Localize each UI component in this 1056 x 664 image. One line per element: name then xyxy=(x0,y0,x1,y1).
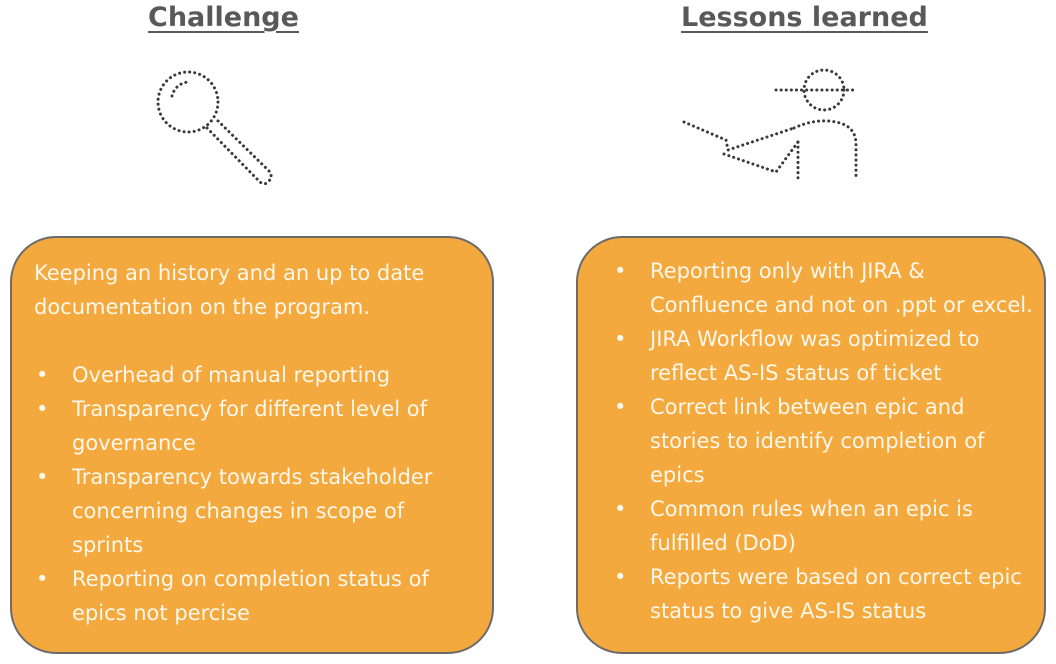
bullet-icon: • xyxy=(614,565,627,589)
challenge-panel: Keeping an history and an up to date doc… xyxy=(10,236,494,654)
challenge-heading: Challenge xyxy=(148,2,299,33)
list-item-text: Reports were based on correct epic statu… xyxy=(650,565,1022,623)
bullet-icon: • xyxy=(614,395,627,419)
list-item-text: Common rules when an epic is fulfilled (… xyxy=(650,497,973,555)
bullet-icon: • xyxy=(36,363,49,387)
challenge-intro: Keeping an history and an up to date doc… xyxy=(34,261,425,319)
list-item-text: Transparency towards stakeholder concern… xyxy=(72,465,433,557)
bullet-icon: • xyxy=(36,465,49,489)
challenge-list: • Overhead of manual reporting • Transpare… xyxy=(34,358,470,630)
list-item-text: JIRA Workflow was optimized to reflect A… xyxy=(650,327,980,385)
list-item-text: Reporting on completion status of epics … xyxy=(72,567,429,625)
list-item: • Transparency for different level of gov… xyxy=(34,392,470,460)
bullet-icon: • xyxy=(36,397,49,421)
lessons-heading: Lessons learned xyxy=(681,2,928,33)
magnifying-glass-icon xyxy=(150,64,280,194)
lessons-list: • Reporting only with JIRA & Confluence a… xyxy=(612,254,1034,628)
list-item: • Transparency towards stakeholder concer… xyxy=(34,460,470,562)
person-pointing-icon xyxy=(676,60,876,190)
bullet-icon: • xyxy=(614,259,627,283)
bullet-icon: • xyxy=(614,327,627,351)
list-item: • Reporting on completion status of epics… xyxy=(34,562,470,630)
list-item: • Overhead of manual reporting xyxy=(34,358,470,392)
list-item: • Reports were based on correct epic stat… xyxy=(612,560,1034,628)
bullet-icon: • xyxy=(36,567,49,591)
list-item-text: Overhead of manual reporting xyxy=(72,363,391,387)
list-item: • Correct link between epic and stories t… xyxy=(612,390,1034,492)
lessons-panel: • Reporting only with JIRA & Confluence a… xyxy=(576,236,1046,654)
list-item-text: Reporting only with JIRA & Confluence an… xyxy=(650,259,1033,317)
bullet-icon: • xyxy=(614,497,627,521)
list-item: • Common rules when an epic is fulfilled … xyxy=(612,492,1034,560)
list-item: • JIRA Workflow was optimized to reflect … xyxy=(612,322,1034,390)
list-item: • Reporting only with JIRA & Confluence a… xyxy=(612,254,1034,322)
list-item-text: Transparency for different level of gove… xyxy=(72,397,428,455)
list-item-text: Correct link between epic and stories to… xyxy=(650,395,985,487)
